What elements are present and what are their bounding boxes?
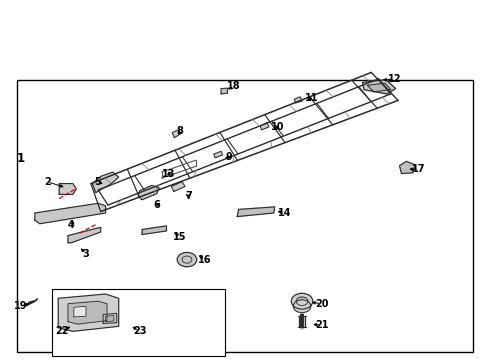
Text: 18: 18 bbox=[226, 81, 240, 91]
Polygon shape bbox=[103, 314, 117, 323]
Polygon shape bbox=[105, 316, 114, 321]
Text: 20: 20 bbox=[314, 299, 327, 309]
Text: 10: 10 bbox=[270, 122, 284, 132]
Text: 6: 6 bbox=[153, 200, 160, 210]
Circle shape bbox=[296, 297, 307, 306]
Bar bbox=[299, 316, 305, 327]
Polygon shape bbox=[74, 306, 86, 317]
Text: 23: 23 bbox=[133, 326, 146, 336]
Text: 13: 13 bbox=[162, 168, 175, 179]
Text: 7: 7 bbox=[184, 191, 191, 201]
Polygon shape bbox=[172, 130, 180, 138]
Polygon shape bbox=[142, 226, 166, 234]
Text: 2: 2 bbox=[44, 177, 51, 187]
Text: 22: 22 bbox=[55, 326, 68, 336]
Polygon shape bbox=[92, 172, 119, 193]
Circle shape bbox=[177, 252, 196, 267]
Circle shape bbox=[293, 300, 310, 313]
Polygon shape bbox=[362, 80, 395, 94]
Polygon shape bbox=[260, 123, 268, 130]
Polygon shape bbox=[138, 185, 159, 200]
Polygon shape bbox=[221, 88, 227, 94]
Polygon shape bbox=[237, 207, 274, 217]
Polygon shape bbox=[68, 301, 107, 324]
Text: 21: 21 bbox=[314, 320, 327, 330]
Text: 12: 12 bbox=[387, 74, 401, 84]
Text: 11: 11 bbox=[305, 93, 318, 103]
Text: 8: 8 bbox=[176, 126, 183, 135]
Text: 19: 19 bbox=[14, 301, 28, 311]
Polygon shape bbox=[366, 83, 390, 92]
Text: 4: 4 bbox=[68, 220, 75, 230]
Bar bbox=[299, 316, 305, 327]
Bar bbox=[52, 289, 224, 356]
Text: 16: 16 bbox=[197, 255, 211, 265]
Polygon shape bbox=[58, 294, 119, 331]
Polygon shape bbox=[213, 151, 222, 158]
Text: 9: 9 bbox=[225, 152, 232, 162]
Polygon shape bbox=[171, 182, 184, 192]
Text: 1: 1 bbox=[17, 152, 25, 165]
Circle shape bbox=[291, 293, 312, 309]
Text: 14: 14 bbox=[277, 208, 291, 218]
Text: 17: 17 bbox=[411, 164, 425, 174]
Text: 3: 3 bbox=[82, 248, 89, 258]
Polygon shape bbox=[68, 227, 101, 243]
Bar bbox=[17, 80, 472, 352]
Text: 15: 15 bbox=[173, 232, 186, 242]
Polygon shape bbox=[59, 184, 76, 194]
Polygon shape bbox=[294, 97, 302, 103]
Polygon shape bbox=[399, 161, 414, 174]
Text: 5: 5 bbox=[94, 177, 101, 187]
Polygon shape bbox=[35, 203, 105, 224]
